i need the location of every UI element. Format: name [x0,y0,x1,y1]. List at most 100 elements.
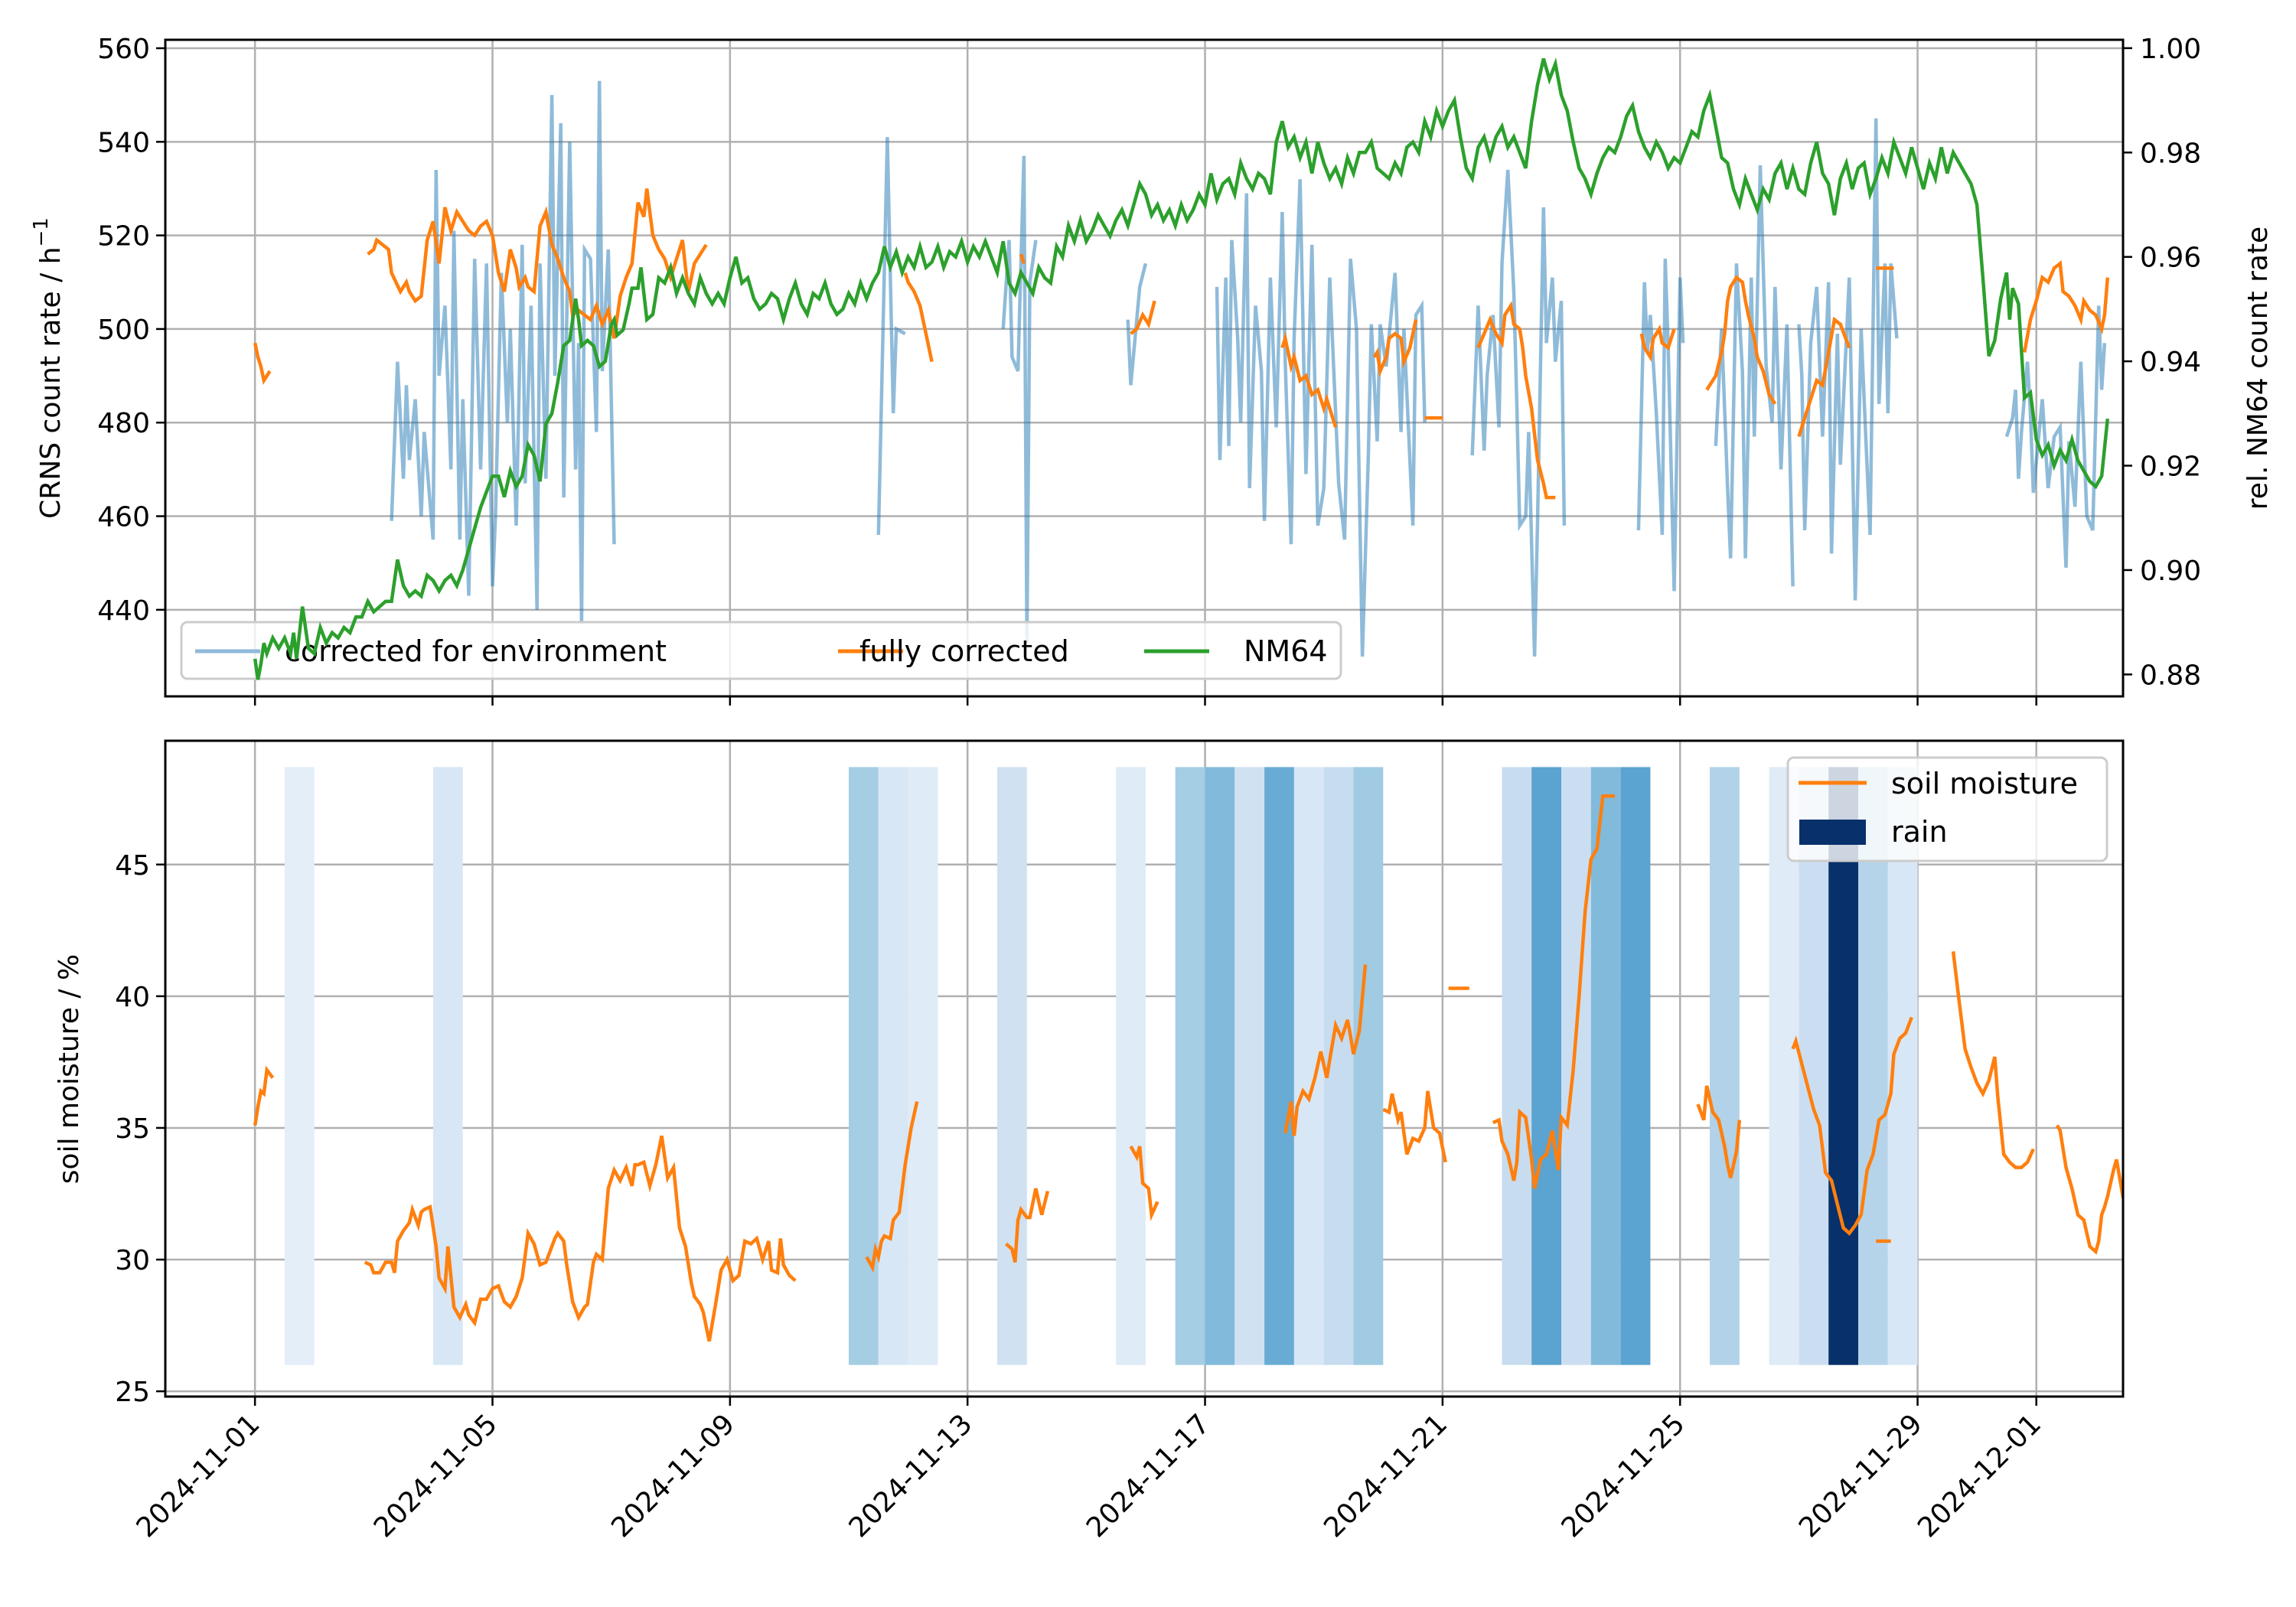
top-right-ytick-label: 0.98 [2140,138,2201,169]
line-segment-fully-corrected [1372,319,1418,378]
top-right-ytick-label: 0.94 [2140,347,2201,378]
top-panel-crns-count-rate: corrected for environment fully correcte… [30,34,2274,706]
rain-bar [1175,767,1205,1365]
top-legend-box [180,621,1342,680]
legend-swatch-rain [1799,820,1866,845]
top-legend: corrected for environment fully correcte… [180,621,1342,680]
line-segment-corrected-for-environment [1714,165,1795,587]
bottom-ytick-label: 25 [115,1377,150,1408]
legend-label-rain: rain [1891,815,1948,849]
bottom-axes-frame [164,739,2125,1398]
rain-bar [1205,767,1235,1365]
line-segment-fully-corrected [1280,331,1338,429]
line-segment-soil-moisture [1696,1085,1742,1178]
bottom-yaxis: 25 30 35 40 45 [115,850,165,1408]
line-segment-soil-moisture [1791,1016,1913,1236]
line-segment-soil-moisture [1951,951,2035,1169]
bottom-legend: soil moisture rain [1786,756,2108,862]
rain-bar [1590,767,1621,1365]
legend-label-nm64: NM64 [1244,634,1328,668]
line-segment-soil-moisture [865,1101,919,1273]
line-segment-fully-corrected [367,188,708,339]
series-corrected-for-environment [390,80,2107,657]
line-segment-fully-corrected [2022,260,2110,353]
rain-bar [1264,767,1294,1365]
series-soil-moisture [253,794,2123,1342]
legend-label-soil-moisture: soil moisture [1891,767,2078,800]
top-left-yaxis: 440 460 480 500 520 540 560 [97,34,165,627]
line-segment-corrected-for-environment [1797,118,1899,601]
line-segment-corrected-for-environment [876,137,906,536]
series-rain [284,767,1918,1365]
top-left-ytick-label: 480 [97,408,150,439]
series-fully-corrected [253,188,2110,500]
bottom-ytick-label: 45 [115,850,150,882]
line-segment-fully-corrected [1797,316,1851,438]
top-left-ytick-label: 520 [97,221,150,253]
bottom-ytick-label: 30 [115,1245,150,1276]
rain-bar [849,767,879,1365]
line-segment-fully-corrected [1130,300,1156,335]
line-segment-soil-moisture [1283,964,1368,1136]
line-segment-corrected-for-environment [1126,262,1148,386]
top-left-ytick-label: 500 [97,315,150,346]
top-right-ytick-label: 1.00 [2140,34,2201,65]
top-left-ytick-label: 460 [97,502,150,533]
rain-bar [908,767,938,1365]
line-segment-soil-moisture [1492,794,1615,1189]
rain-bar [878,767,908,1365]
rain-bar [1828,767,1858,1365]
top-right-ytick-label: 0.96 [2140,243,2201,274]
top-left-ytick-label: 440 [97,595,150,627]
top-right-ytick-label: 0.90 [2140,556,2201,587]
top-right-ylabel: rel. NM64 count rate [2242,227,2274,510]
rain-bar [1116,767,1146,1365]
top-left-ylabel-text: CRNS count rate / h [35,246,67,518]
line-segment-fully-corrected [1639,324,1676,362]
top-left-ylabel-superscript: −1 [30,217,53,246]
rain-bar [1234,767,1265,1365]
line-segment-fully-corrected [1019,253,1026,264]
rain-bar [1769,767,1799,1365]
line-segment-fully-corrected [253,342,272,386]
line-segment-soil-moisture [2055,1124,2123,1255]
line-segment-corrected-for-environment [1001,155,1038,643]
top-axes-frame [164,38,2125,698]
rain-bar [1531,767,1561,1365]
line-segment-soil-moisture [364,1135,797,1342]
line-segment-corrected-for-environment [2004,305,2107,568]
top-right-ytick-label: 0.92 [2140,451,2201,483]
rain-bar [997,767,1027,1365]
rain-bar [284,767,315,1365]
rain-bar [1858,767,1888,1365]
line-segment-soil-moisture [1382,1090,1447,1163]
legend-label-corrected-for-environment: corrected for environment [285,634,667,668]
top-grid [165,40,2123,696]
line-segment-corrected-for-environment [1215,179,1427,657]
line-segment-nm64 [253,57,2110,680]
line-segment-soil-moisture [1129,1145,1159,1221]
top-xaxis-ticks [253,696,2037,706]
rain-bar [1620,767,1651,1365]
top-right-ytick-label: 0.88 [2140,660,2201,691]
top-left-ytick-label: 560 [97,34,150,65]
rain-bar [1561,767,1591,1365]
rain-bar [1353,767,1384,1365]
bottom-legend-box [1786,756,2108,862]
rain-bar [1502,767,1532,1365]
line-segment-corrected-for-environment [1470,169,1567,657]
top-left-ytick-label: 540 [97,127,150,158]
bottom-ylabel: soil moisture / % [54,954,85,1184]
rain-bar [1293,767,1324,1365]
bottom-ytick-label: 40 [115,982,150,1013]
line-segment-fully-corrected [1476,301,1556,500]
line-segment-fully-corrected [1705,275,1777,406]
line-segment-soil-moisture [253,1065,275,1126]
legend-label-fully-corrected: fully corrected [859,634,1069,668]
line-segment-corrected-for-environment [1636,259,1685,592]
line-segment-fully-corrected [903,272,934,363]
top-left-ylabel: CRNS count rate / h−1 [30,217,67,519]
bottom-ytick-label: 35 [115,1113,150,1145]
series-nm64 [253,57,2110,680]
